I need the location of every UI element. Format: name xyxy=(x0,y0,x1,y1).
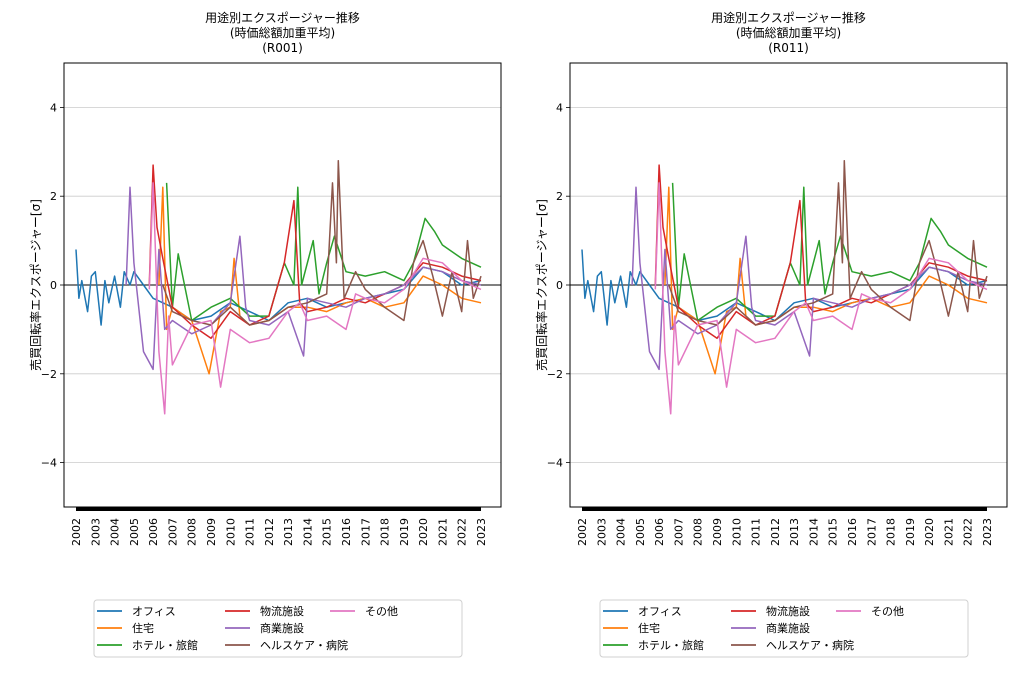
legend-label: ホテル・旅館 xyxy=(638,638,704,652)
legend-label: オフィス xyxy=(132,605,176,618)
x-tick-label: 2019 xyxy=(904,518,917,546)
x-tick-label: 2003 xyxy=(89,518,102,546)
x-tick-label: 2015 xyxy=(321,518,334,546)
legend-label: 商業施設 xyxy=(260,621,304,635)
y-tick-label: 4 xyxy=(556,101,563,114)
x-tick-label: 2011 xyxy=(244,518,257,546)
x-tick-label: 2002 xyxy=(576,518,589,546)
chart-title-line: (R011) xyxy=(768,41,809,55)
legend-label: 住宅 xyxy=(638,621,660,635)
x-tick-label: 2012 xyxy=(263,518,276,546)
series-line-住宅 xyxy=(158,186,482,375)
x-tick-label: 2020 xyxy=(923,518,936,546)
x-tick-label: 2013 xyxy=(788,518,801,546)
y-axis-label: 売買回転率エクスポージャー[σ] xyxy=(534,199,549,371)
x-tick-label: 2006 xyxy=(653,518,666,546)
legend-label: ヘルスケア・病院 xyxy=(766,638,854,652)
legend-label: 商業施設 xyxy=(766,621,810,635)
y-axis-label: 売買回転率エクスポージャー[σ] xyxy=(28,199,43,371)
x-tick-label: 2013 xyxy=(282,518,295,546)
series-line-その他 xyxy=(654,182,988,415)
x-minor-ticks xyxy=(582,507,987,511)
y-tick-label: 4 xyxy=(50,101,57,114)
legend-label: その他 xyxy=(365,605,398,618)
legend-label: 物流施設 xyxy=(766,604,810,618)
series-line-ホテル・旅館 xyxy=(165,182,482,322)
x-tick-label: 2002 xyxy=(70,518,83,546)
legend-label: その他 xyxy=(871,605,904,618)
x-tick-label: 2008 xyxy=(186,518,199,546)
x-tick-label: 2018 xyxy=(379,518,392,546)
x-tick-label: 2005 xyxy=(128,518,141,546)
x-tick-label: 2008 xyxy=(692,518,705,546)
legend-label: ヘルスケア・病院 xyxy=(260,638,348,652)
x-tick-label: 2022 xyxy=(456,518,469,546)
x-tick-label: 2018 xyxy=(885,518,898,546)
y-tick-label: 2 xyxy=(50,190,57,203)
legend-label: 住宅 xyxy=(132,621,154,635)
x-tick-label: 2023 xyxy=(475,518,488,546)
x-tick-label: 2017 xyxy=(865,518,878,546)
x-tick-label: 2010 xyxy=(730,518,743,546)
chart-title-line: (時価総額加重平均) xyxy=(230,26,335,40)
y-tick-label: 0 xyxy=(556,279,563,292)
x-tick-label: 2016 xyxy=(340,518,353,546)
chart-title-line: 用途別エクスポージャー推移 xyxy=(711,10,866,25)
chart-panel-1: 用途別エクスポージャー推移(時価総額加重平均)(R001) 4 2 0 −2 −4 2002… xyxy=(28,10,502,658)
x-tick-label: 2016 xyxy=(846,518,859,546)
y-tick-label: −4 xyxy=(41,457,57,470)
series-line-ホテル・旅館 xyxy=(671,182,988,322)
x-tick-label: 2014 xyxy=(301,518,314,546)
y-tick-label: −2 xyxy=(41,368,57,381)
x-tick-label: 2014 xyxy=(807,518,820,546)
x-tick-label: 2009 xyxy=(205,518,218,546)
series-line-商業施設 xyxy=(125,186,482,371)
x-tick-label: 2015 xyxy=(827,518,840,546)
series-line-商業施設 xyxy=(631,186,988,371)
x-tick-label: 2007 xyxy=(166,518,179,546)
x-tick-label: 2021 xyxy=(436,518,449,546)
x-tick-label: 2017 xyxy=(359,518,372,546)
x-tick-label: 2019 xyxy=(398,518,411,546)
y-tick-label: 2 xyxy=(556,190,563,203)
chart-panel-2: 用途別エクスポージャー推移(時価総額加重平均)(R011) 4 2 0 −2 −4 2002… xyxy=(534,10,1008,658)
x-tick-label: 2005 xyxy=(634,518,647,546)
chart-title-line: 用途別エクスポージャー推移 xyxy=(205,10,360,25)
x-tick-label: 2022 xyxy=(962,518,975,546)
x-minor-ticks xyxy=(76,507,481,511)
x-tick-label: 2023 xyxy=(981,518,994,546)
series-line-ヘルスケア・病院 xyxy=(162,159,482,326)
chart-title-line: (R001) xyxy=(262,41,303,55)
x-tick-label: 2004 xyxy=(109,518,122,546)
series-line-その他 xyxy=(148,182,482,415)
series-line-住宅 xyxy=(664,186,988,375)
x-tick-label: 2003 xyxy=(595,518,608,546)
x-tick-label: 2020 xyxy=(417,518,430,546)
x-tick-label: 2006 xyxy=(147,518,160,546)
x-tick-label: 2007 xyxy=(672,518,685,546)
x-tick-label: 2010 xyxy=(224,518,237,546)
x-tick-label: 2011 xyxy=(750,518,763,546)
chart-title-line: (時価総額加重平均) xyxy=(736,26,841,40)
legend-box xyxy=(599,599,969,658)
legend-label: ホテル・旅館 xyxy=(132,638,198,652)
y-tick-label: −4 xyxy=(547,457,563,470)
series-line-ヘルスケア・病院 xyxy=(668,159,988,326)
legend-label: オフィス xyxy=(638,605,682,618)
x-tick-label: 2021 xyxy=(942,518,955,546)
legend-box xyxy=(93,599,463,658)
x-tick-label: 2009 xyxy=(711,518,724,546)
legend-label: 物流施設 xyxy=(260,604,304,618)
y-tick-label: −2 xyxy=(547,368,563,381)
x-tick-label: 2012 xyxy=(769,518,782,546)
y-tick-label: 0 xyxy=(50,279,57,292)
x-tick-label: 2004 xyxy=(615,518,628,546)
